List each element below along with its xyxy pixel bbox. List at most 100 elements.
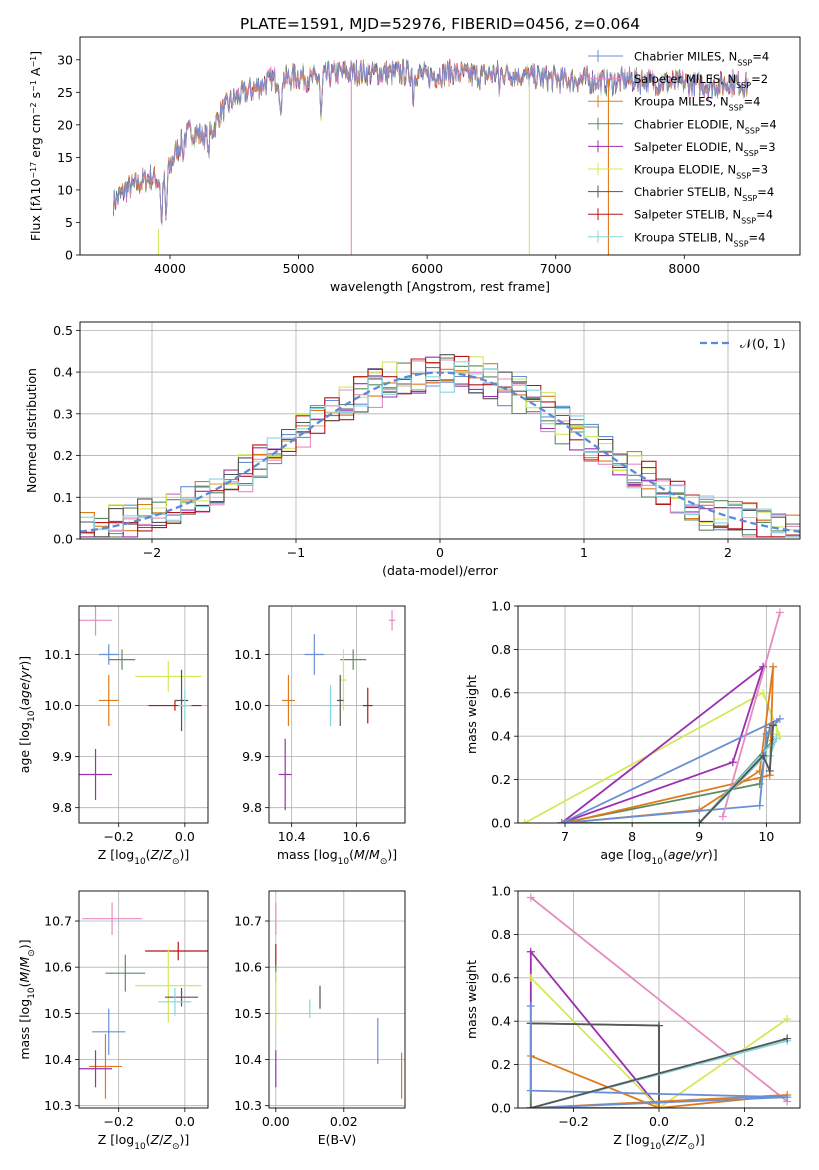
axes-frame [268, 890, 406, 1109]
histogram-kroupa_stelib [80, 361, 800, 539]
errorbar-chabrier_miles [92, 1008, 126, 1055]
y-tick-label: 10.1 [234, 647, 262, 662]
legend-label: Kroupa STELIB, NSSP=4 [634, 230, 765, 248]
y-tick-label: 10.5 [44, 1006, 72, 1021]
y-axis-label: mass weight [464, 675, 479, 754]
weight-line [721, 612, 781, 817]
legend-item-chabrier_miles: Chabrier MILES, NSSP=4 [588, 50, 769, 67]
y-tick-label: 9.9 [242, 749, 262, 764]
axes-frame [517, 890, 801, 1109]
legend-label: Kroupa MILES, NSSP=4 [634, 95, 760, 113]
y-tick-label: 10.7 [234, 914, 262, 929]
y-axis-label: Normed distribution [24, 368, 39, 493]
errorbar-salpeter_miles [82, 902, 142, 935]
y-tick-label: 0.2 [53, 448, 73, 463]
weight-marker [557, 819, 566, 823]
y-tick-label: 9.8 [52, 800, 72, 815]
weight-marker [755, 801, 764, 810]
errorbar-kroupa_stelib [178, 690, 192, 721]
errorbar-salpeter_stelib [145, 941, 208, 961]
y-tick-label: 10.3 [44, 1098, 72, 1113]
weight-line [530, 1055, 788, 1108]
y-tick-label: 1.0 [491, 599, 511, 614]
plot-area [275, 902, 403, 1099]
x-axis-label: Z [log10(Z/Z⊙)] [613, 1132, 705, 1152]
y-axis-label: age [log10(age/yr)] [17, 656, 37, 773]
grid [79, 606, 208, 823]
plot-area [526, 893, 792, 1108]
y-tick-label: 10 [57, 182, 73, 197]
weight-marker [526, 973, 535, 982]
panel-weight_vs_Z: −0.2 0.0 0.2 0.0 0.2 0.4 0.6 0.8 1.0 Z [log10(Z/Z… [464, 884, 801, 1152]
weight-series-chabrier_stelib [526, 1019, 663, 1108]
weight-marker [718, 812, 727, 821]
weight-marker [769, 721, 778, 730]
axes-frame [79, 321, 801, 540]
x-tick-label: 0.02 [330, 1114, 358, 1129]
y-tick-label: 10.4 [44, 1052, 72, 1067]
weight-marker [526, 893, 535, 902]
weight-series-chabrier_stelib2 [526, 1034, 792, 1108]
y-tick-label: 0.0 [491, 816, 511, 831]
y-tick-label: 10.3 [234, 1098, 262, 1113]
x-tick-label: −0.2 [104, 1114, 134, 1129]
x-axis-label: (data-model)/error [382, 563, 499, 578]
x-axis-label: mass [log10(M/M⊙)] [277, 847, 397, 867]
y-tick-label: 0.8 [491, 927, 511, 942]
errorbar-kroupa_miles [281, 674, 295, 726]
x-axis-label: wavelength [Angstrom, rest frame] [330, 279, 550, 294]
weight-marker [783, 1034, 792, 1043]
grid [269, 891, 405, 1108]
weight-line [530, 977, 788, 1108]
y-tick-label: 0.2 [491, 1057, 511, 1072]
weight-series-chabrier_elodie [526, 1019, 663, 1108]
errorbar-kroupa_elodie [135, 948, 202, 1023]
weight-line [529, 1006, 788, 1108]
errorbar-kroupa_elodie [135, 661, 202, 692]
weight-marker [728, 758, 737, 767]
legend-item-salpeter_miles: Salpeter MILES, NSSP=2 [588, 72, 768, 90]
errorbar-kroupa_stelib [324, 685, 337, 726]
weight-marker [772, 734, 781, 743]
weight-line [529, 949, 660, 1108]
weight-marker [769, 662, 778, 671]
y-tick-label: 0.5 [53, 323, 73, 338]
legend: 𝒩(0, 1) [700, 336, 786, 351]
errorbar-kroupa_miles [88, 1034, 122, 1099]
x-axis-label: Z [log10(Z/Z⊙)] [98, 847, 190, 867]
weight-series-salpeter_elodie [526, 947, 663, 1108]
weight-series-chabrier_stelib [695, 721, 778, 823]
x-tick-label: 1 [580, 545, 588, 560]
weight-line [698, 725, 774, 823]
errorbar-salpeter_miles [79, 606, 113, 636]
y-tick-label: 30 [57, 52, 73, 67]
x-tick-label: 10 [758, 829, 774, 844]
weight-marker [759, 688, 768, 697]
weight-marker [775, 608, 784, 617]
errorbar-chabrier_elodie [108, 649, 136, 670]
weight-series-salpeter_miles [718, 608, 784, 821]
errorbar-chabrier_stelib [337, 674, 344, 726]
y-axis-label: mass [log10(M/M⊙)] [17, 939, 37, 1059]
axes-frame [78, 605, 209, 824]
y-tick-label: 15 [57, 150, 73, 165]
x-tick-label: 10.6 [343, 829, 371, 844]
errorbar-salpeter_miles [388, 610, 396, 631]
grid [269, 606, 405, 823]
y-axis-label: mass weight [464, 960, 479, 1039]
y-tick-label: 10.6 [44, 960, 72, 975]
errorbar-salpeter_elodie [278, 738, 292, 811]
panel-mass_vs_ebv: 0.00 0.02 10.3 10.4 10.5 10.6 10.7 E(B-V) [234, 890, 406, 1147]
x-tick-label: 0 [436, 545, 444, 560]
y-tick-label: 10.1 [44, 647, 72, 662]
errorbar-chabrier_miles [304, 634, 325, 675]
y-tick-label: 0.0 [53, 532, 73, 547]
legend-label: 𝒩(0, 1) [740, 336, 786, 351]
y-tick-label: 0.1 [53, 490, 73, 505]
x-tick-label: −1 [287, 545, 305, 560]
x-tick-label: 8 [628, 829, 636, 844]
grid [79, 891, 208, 1108]
y-tick-label: 10.5 [234, 1006, 262, 1021]
weight-line [530, 896, 788, 1103]
plot-area [520, 608, 784, 823]
